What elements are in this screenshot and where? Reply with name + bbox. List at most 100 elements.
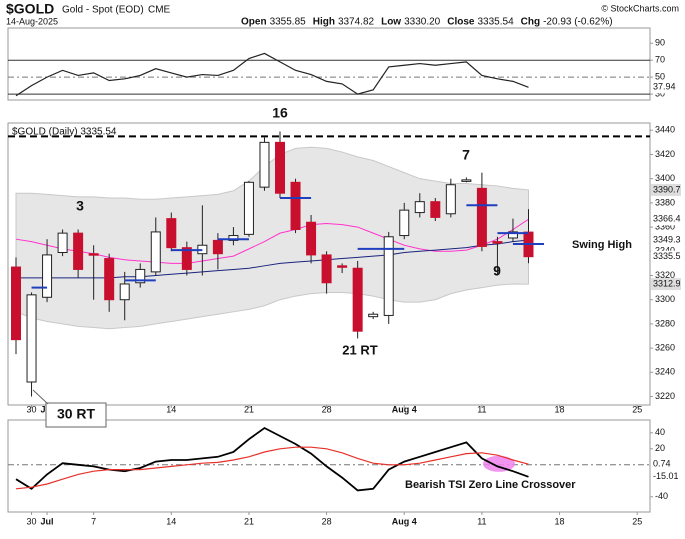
candle-body (461, 179, 472, 182)
y-tick-label: 3220 (655, 391, 675, 401)
x-tick-label-tsi: 25 (632, 516, 642, 526)
candle-body (42, 254, 53, 298)
exchange: CME (148, 5, 171, 16)
value-tag-label: 3390.7 (653, 184, 681, 194)
x-tick-label-tsi: 21 (244, 516, 254, 526)
candle-body (337, 265, 348, 268)
candle-body (321, 254, 332, 284)
x-tick-label: 28 (322, 404, 332, 414)
y-tick-label: -40 (655, 491, 668, 501)
quote-value: 3335.54 (477, 17, 514, 28)
x-tick-label-tsi: 11 (477, 516, 486, 526)
instrument-name: Gold - Spot (EOD) (62, 5, 144, 16)
annotation: 30 RT (57, 406, 96, 422)
moving-average (16, 239, 529, 279)
quote-label: Chg (521, 17, 540, 28)
candle-body (88, 253, 99, 256)
x-tick-label: 21 (244, 404, 254, 414)
candle-body (476, 187, 487, 247)
value-tag (651, 458, 681, 471)
date: 14-Aug-2025 (6, 16, 58, 26)
candle-body (306, 221, 317, 256)
y-tick-label: 3300 (655, 294, 675, 304)
value-tag (651, 213, 681, 226)
value-tag-label: -15.01 (653, 471, 679, 481)
y-tick-label: 3420 (655, 149, 675, 159)
price-panel (7, 122, 651, 406)
tsi-panel (7, 419, 651, 513)
x-tick-label-tsi: 18 (555, 516, 565, 526)
annotation: Swing High (572, 239, 632, 251)
candle-body (383, 236, 394, 316)
x-tick-label: 11 (477, 404, 486, 414)
annotation: 3 (76, 198, 84, 214)
quote-label: High (313, 17, 335, 28)
annotation: Bearish TSI Zero Line Crossover (405, 479, 576, 491)
quote-value: 3374.82 (338, 17, 375, 28)
annotation: 7 (462, 147, 470, 163)
candle-body (26, 294, 37, 383)
value-tag (651, 234, 681, 247)
candle-body (150, 231, 161, 273)
x-tick-label-tsi: 14 (166, 516, 176, 526)
value-tag-label: 3349.3 (653, 234, 681, 244)
series-line (15, 426, 529, 492)
quote-label: Open (241, 17, 267, 28)
y-tick-label: 30 (655, 88, 665, 98)
candle-body (228, 235, 239, 241)
x-tick-label: 18 (555, 404, 565, 414)
y-tick-label: 90 (655, 38, 665, 48)
value-tag (651, 183, 681, 196)
candle-body (212, 239, 223, 255)
y-tick-label: 3360 (655, 221, 675, 231)
value-tag (651, 470, 681, 483)
rsi-panel (7, 27, 651, 101)
candle-body (430, 201, 441, 218)
candle-body (104, 258, 115, 301)
value-tag (651, 81, 681, 94)
annotation: 9 (493, 263, 501, 279)
y-tick-label: 20 (655, 443, 665, 453)
candle-body (11, 266, 21, 341)
candle-body (181, 247, 192, 270)
x-tick-label: Aug 4 (392, 404, 417, 414)
x-tick-label-tsi: 7 (91, 516, 96, 526)
candle-body (57, 232, 68, 254)
x-tick-label: 14 (166, 404, 176, 414)
quote-value: 3355.85 (270, 17, 307, 28)
candle-body (445, 184, 456, 215)
series-line (15, 52, 529, 97)
quote-label: Low (381, 17, 401, 28)
quote-label: Close (447, 17, 475, 28)
x-tick-label: 25 (632, 404, 642, 414)
candle-body (135, 268, 146, 284)
y-tick-label: 70 (655, 55, 665, 65)
candle-body (243, 181, 254, 235)
bollinger-band (15, 146, 529, 330)
value-tag-label: 3366.4 (653, 214, 681, 224)
value-tag-label: 0.74 (653, 459, 671, 469)
series-line (15, 446, 529, 490)
candle-body (275, 141, 286, 194)
value-tag (651, 278, 681, 291)
y-tick-label: 3240 (655, 367, 675, 377)
value-tag-label: 3335.5 (653, 251, 681, 261)
x-tick-label-tsi: Jul (41, 516, 54, 526)
x-tick-label-tsi: 28 (322, 516, 332, 526)
candle-body (368, 313, 379, 318)
candle-body (259, 141, 270, 188)
source: © StockCharts.com (601, 3, 679, 13)
value-tag-label: 37.94 (653, 82, 676, 92)
price-legend: $GOLD (Daily) 3335.54 (12, 127, 117, 138)
annotation: 16 (272, 105, 288, 121)
candle-body (352, 267, 363, 332)
value-tag (651, 250, 681, 263)
y-tick-label: 3260 (655, 342, 675, 352)
candle-body (492, 241, 503, 244)
y-tick-label: 40 (655, 427, 665, 437)
y-tick-label: 50 (655, 72, 665, 82)
candle-body (73, 232, 84, 270)
callout-box (45, 402, 107, 428)
y-tick-label: 3280 (655, 318, 675, 328)
